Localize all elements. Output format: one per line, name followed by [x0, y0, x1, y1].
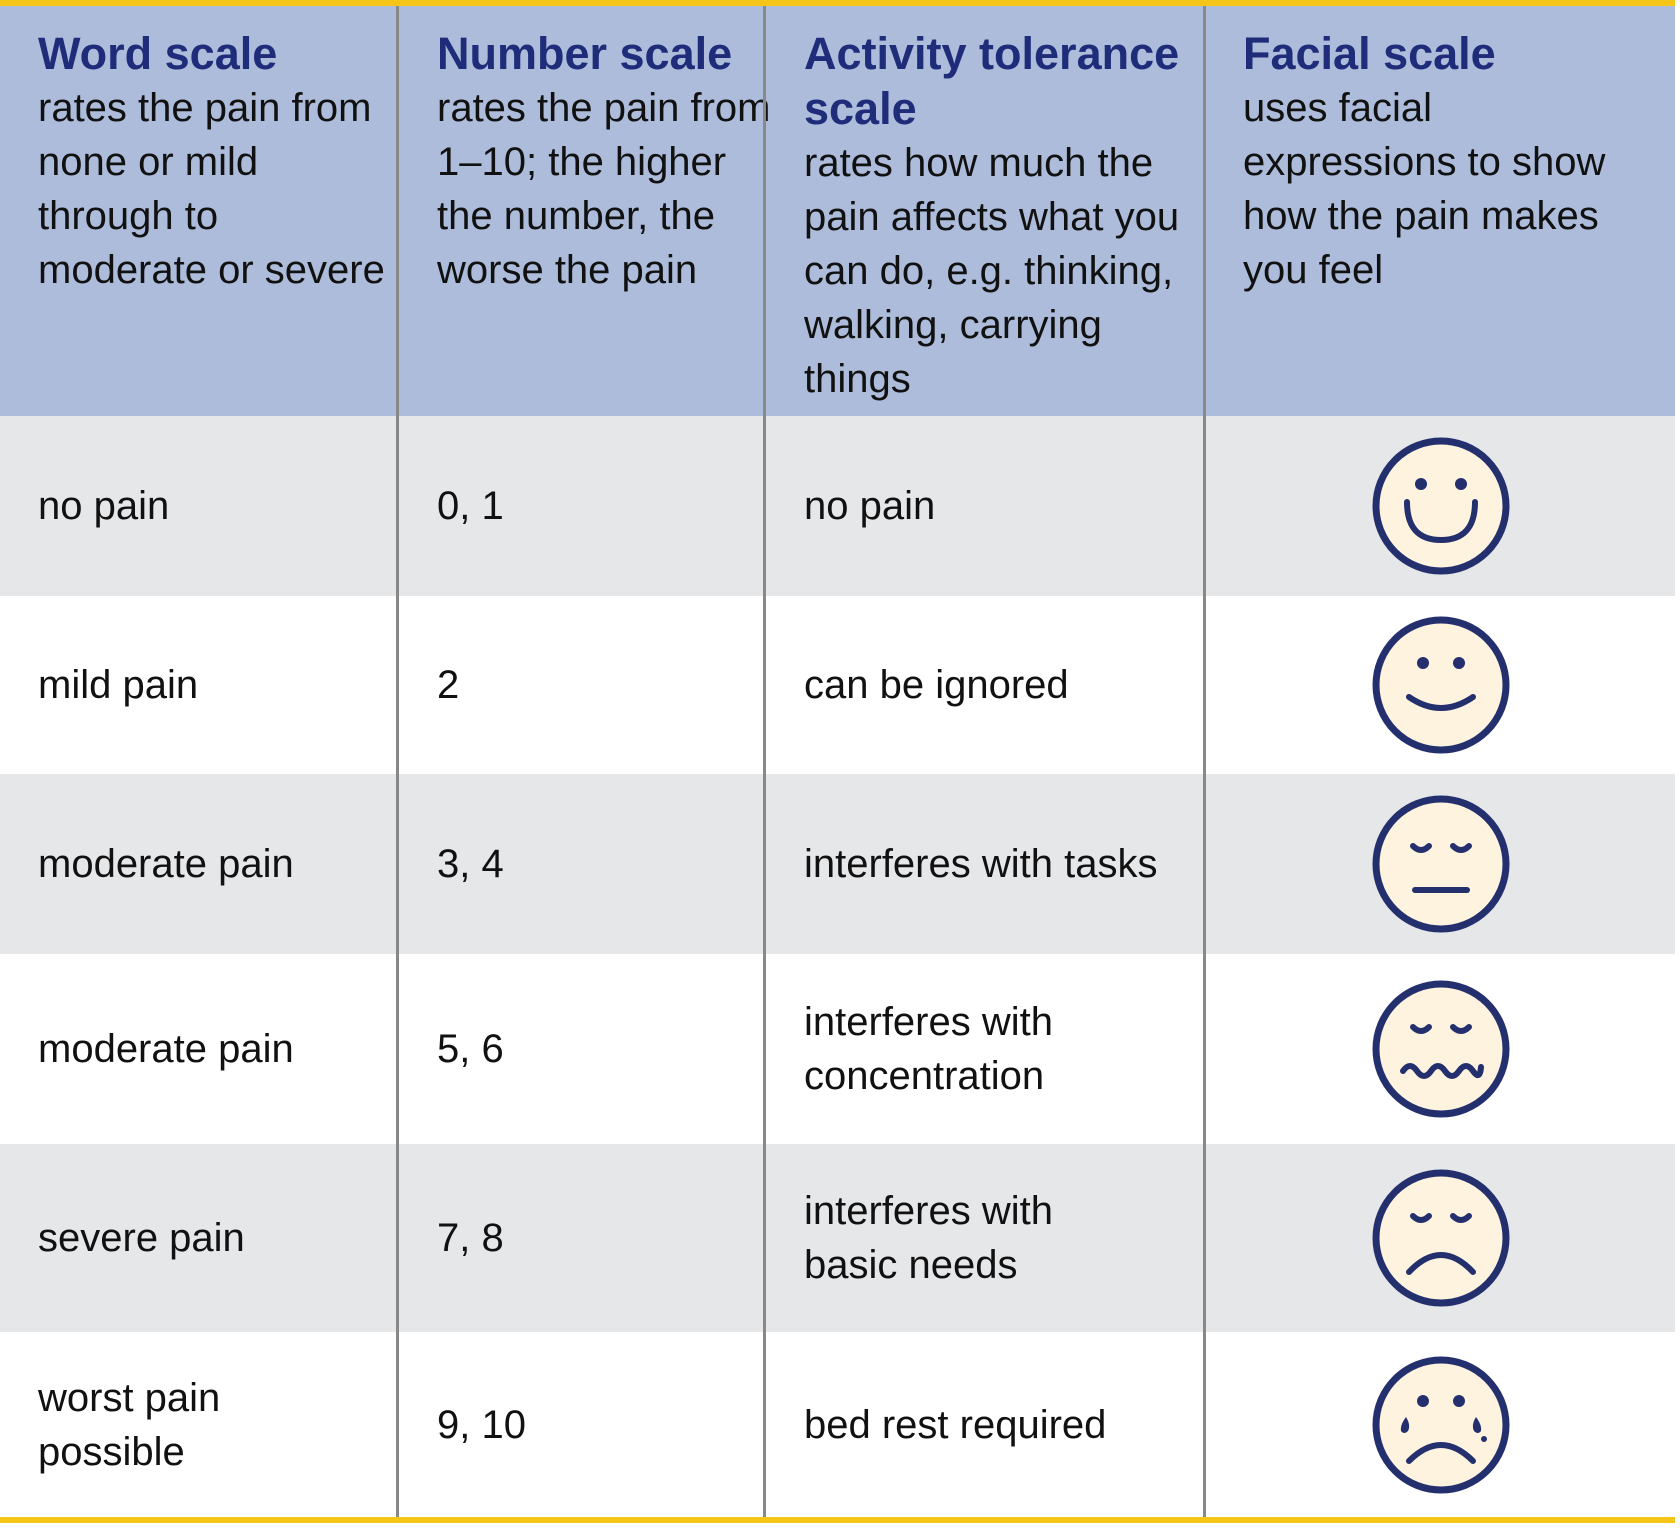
word-scale-cell: moderate pain — [38, 1027, 294, 1071]
activity-scale-cell: interferes with tasks — [804, 842, 1158, 886]
facial-scale-cell — [1206, 774, 1675, 954]
header-word-scale: Word scale rates the pain from none or m… — [38, 6, 393, 416]
facial-scale-cell — [1206, 1332, 1675, 1517]
facial-scale-cell — [1206, 954, 1675, 1144]
word-scale-cell: moderate pain — [38, 842, 294, 886]
neutral-face-icon — [1372, 795, 1509, 933]
activity-scale-cell: interferes with concentration — [804, 1000, 1053, 1098]
header-description: rates the pain from 1–10; the higher the… — [437, 86, 771, 292]
activity-scale-cell: bed rest required — [804, 1402, 1107, 1447]
header-title: Word scale — [38, 28, 278, 79]
number-scale-cell: 2 — [437, 663, 460, 707]
activity-scale-cell: can be ignored — [804, 663, 1069, 707]
wavy-mouth-face-icon — [1372, 980, 1509, 1118]
column-divider — [1203, 6, 1206, 1517]
number-scale-cell: 9, 10 — [437, 1402, 526, 1447]
number-scale-cell: 3, 4 — [437, 842, 504, 886]
word-scale-cell: severe pain — [38, 1216, 245, 1260]
bottom-accent-line — [0, 1517, 1675, 1523]
header-description: rates the pain from none or mild through… — [38, 86, 385, 292]
activity-scale-cell: interferes with basic needs — [804, 1189, 1053, 1287]
facial-scale-cell — [1206, 1144, 1675, 1332]
number-scale-cell: 7, 8 — [437, 1216, 504, 1260]
header-description: uses facial expressions to show how the … — [1243, 86, 1606, 292]
column-divider — [396, 6, 399, 1517]
crying-face-icon — [1372, 1356, 1509, 1493]
header-row — [0, 6, 1675, 416]
header-facial-scale: Facial scale uses facial expressions to … — [1243, 6, 1643, 416]
header-title: Number scale — [437, 28, 733, 79]
number-scale-cell: 5, 6 — [437, 1027, 504, 1071]
smiling-face-icon — [1372, 437, 1509, 575]
word-scale-cell: worst pain possible — [38, 1375, 221, 1474]
slight-smile-face-icon — [1372, 616, 1509, 754]
activity-scale-cell: no pain — [804, 484, 936, 528]
facial-scale-cell — [1206, 596, 1675, 774]
frowning-face-icon — [1372, 1169, 1509, 1307]
header-activity-tolerance-scale: Activity tolerance scale rates how much … — [804, 6, 1204, 416]
header-description: rates how much the pain affects what you… — [804, 141, 1180, 401]
number-scale-cell: 0, 1 — [437, 484, 504, 528]
word-scale-cell: mild pain — [38, 663, 199, 707]
word-scale-cell: no pain — [38, 484, 170, 528]
header-title: Facial scale — [1243, 28, 1496, 79]
header-title: Activity tolerance scale — [804, 28, 1180, 134]
facial-scale-cell — [1206, 416, 1675, 596]
header-number-scale: Number scale rates the pain from 1–10; t… — [437, 6, 777, 416]
top-accent-line — [0, 0, 1675, 6]
column-divider — [763, 6, 766, 1517]
